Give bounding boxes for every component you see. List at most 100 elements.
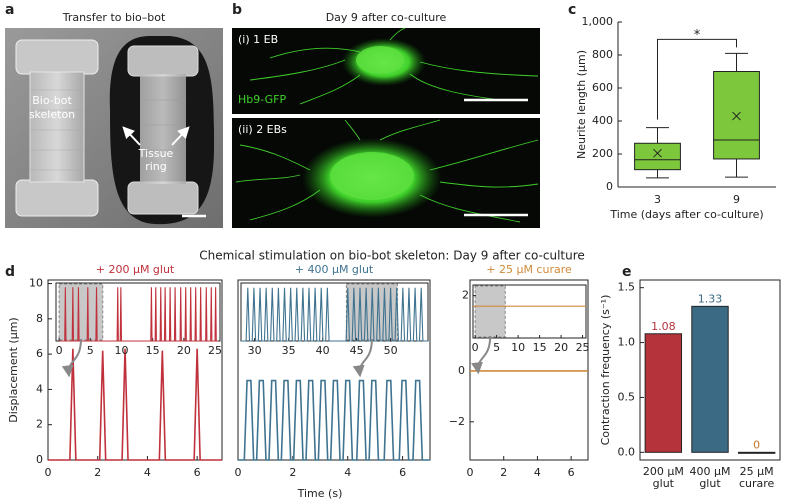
x-tick-label: 9	[733, 193, 740, 206]
chart-title: + 400 μM glut	[295, 263, 374, 276]
inset-x-tick-label: 35	[282, 344, 296, 357]
inset-x-tick-label: 50	[384, 344, 398, 357]
inset-trace	[241, 287, 428, 342]
y-axis-label: Contraction frequency (s⁻¹)	[599, 295, 612, 446]
plot-frame	[639, 279, 781, 461]
y-tick-label: 0	[606, 180, 613, 193]
inset-x-tick-label: 10	[511, 341, 525, 354]
inset-x-tick-label: 5	[493, 341, 500, 354]
x-tick-label: 4	[534, 466, 541, 479]
x-tick-label: 2	[94, 466, 101, 479]
x-tick-label: glut	[699, 477, 721, 490]
x-tick-label: glut	[653, 477, 675, 490]
x-tick-label: 6	[399, 466, 406, 479]
bar	[737, 451, 776, 454]
x-axis-label: Time (s)	[297, 487, 343, 500]
inset-y-tick-label: 2	[462, 289, 469, 302]
y-tick-label: 8	[36, 312, 43, 325]
inset-trace	[59, 287, 219, 342]
photo-label: (i) 1 EB	[238, 33, 278, 46]
photo-label: skeleton	[29, 108, 75, 121]
box	[713, 71, 760, 160]
inset-x-tick-label: 0	[56, 344, 63, 357]
x-tick-label: 0	[45, 466, 52, 479]
x-tick-label: 6	[194, 466, 201, 479]
inset-x-tick-label: 40	[316, 344, 330, 357]
box	[634, 142, 681, 171]
plot-frame	[237, 279, 431, 461]
y-tick-label: 800	[592, 48, 613, 61]
x-tick-label: 2	[289, 466, 296, 479]
chart-title: + 200 μM glut	[96, 263, 175, 276]
bar	[691, 305, 729, 453]
chart-title: + 25 μM curare	[486, 263, 572, 276]
x-tick-label: 4	[144, 466, 151, 479]
photo-label: (ii) 2 EBs	[238, 123, 287, 136]
panel-label: b	[232, 2, 242, 18]
y-axis-label: Displacement (μm)	[7, 317, 20, 422]
value-label: 1.08	[651, 320, 676, 333]
zoom-arrow	[352, 338, 373, 378]
inset-x-tick-label: 0	[472, 341, 479, 354]
panel-label: c	[568, 2, 576, 18]
panel-title: Transfer to bio–bot	[62, 11, 166, 24]
photo-label: Hb9-GFP	[238, 93, 286, 106]
inset-x-tick-label: 25	[576, 341, 590, 354]
y-tick-label: 1.5	[618, 281, 636, 294]
x-tick-label: 200 μM	[643, 465, 684, 478]
y-tick-label: 0	[36, 453, 43, 466]
inset-x-tick-label: 45	[350, 344, 364, 357]
inset-x-tick-label: 25	[208, 344, 222, 357]
significance-bracket	[657, 38, 737, 120]
inset-highlight	[474, 285, 506, 338]
x-tick-label: 3	[654, 193, 661, 206]
x-tick-label: 400 μM	[690, 465, 731, 478]
y-tick-label: 400	[592, 114, 613, 127]
panel-label: e	[622, 264, 632, 280]
zoom-arrow	[61, 338, 82, 378]
mean-marker	[732, 111, 741, 121]
inset-x-tick-label: 15	[146, 344, 160, 357]
panel-title: Chemical stimulation on bio-bot skeleton…	[199, 249, 585, 263]
significance-label: *	[694, 28, 701, 43]
x-tick-label: 0	[467, 466, 474, 479]
y-tick-label: 200	[592, 147, 613, 160]
y-tick-label: 4	[36, 382, 43, 395]
photo-b	[232, 27, 540, 228]
x-axis-label: Time (days after co-culture)	[609, 208, 763, 221]
inset-x-tick-label: 20	[554, 341, 568, 354]
photo-a	[5, 28, 223, 228]
inset-x-tick-label: 20	[177, 344, 191, 357]
x-tick-label: curare	[739, 477, 775, 490]
y-tick-label: 1.0	[618, 336, 636, 349]
panel-title: Day 9 after co-culture	[326, 11, 447, 24]
inset-frame	[240, 282, 429, 342]
x-tick-label: 0	[235, 466, 242, 479]
inset-x-tick-label: 10	[114, 344, 128, 357]
zoom-arrow	[471, 335, 492, 375]
y-tick-label: 0	[458, 364, 465, 377]
y-tick-label: 2	[36, 418, 43, 431]
y-tick-label: 10	[29, 277, 43, 290]
y-axis-label: Neurite length (μm)	[575, 50, 588, 159]
plot-frame	[469, 279, 589, 461]
x-tick-label: 25 μM	[740, 465, 774, 478]
inset-x-tick-label: 30	[248, 344, 262, 357]
panel-label: a	[5, 2, 14, 18]
trace	[238, 379, 430, 461]
value-label: 1.33	[698, 292, 723, 305]
photo-label: ring	[145, 160, 167, 173]
x-tick-label: 4	[344, 466, 351, 479]
mean-marker	[653, 148, 662, 158]
photo-label: Bio-bot	[32, 94, 72, 107]
y-tick-label: 0.5	[618, 390, 636, 403]
inset-x-tick-label: 15	[533, 341, 547, 354]
y-tick-label: −2	[449, 415, 465, 428]
bar	[644, 333, 683, 453]
inset-x-tick-label: 5	[87, 344, 94, 357]
y-tick-label: 0.0	[618, 445, 636, 458]
x-tick-label: 6	[568, 466, 575, 479]
x-tick-label: 2	[500, 466, 507, 479]
panel-label: d	[5, 264, 15, 280]
